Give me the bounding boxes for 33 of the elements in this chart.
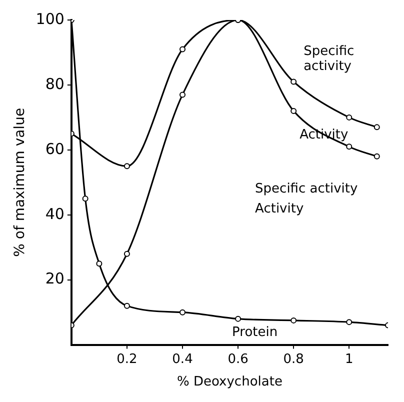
point — [374, 153, 380, 160]
point — [96, 260, 102, 267]
point — [290, 108, 297, 114]
x-tick-label: 0.2 — [116, 352, 138, 367]
point — [290, 317, 297, 324]
y-tick-label: 80 — [45, 74, 64, 93]
point — [180, 309, 186, 316]
point — [180, 92, 186, 98]
y-axis-title: % of maximum value — [12, 108, 28, 257]
x-tick-label: 0.8 — [283, 352, 304, 367]
x-tick-label: 0.4 — [172, 352, 193, 367]
x-tick-label: 1 — [344, 352, 354, 367]
point — [346, 144, 352, 150]
point — [346, 114, 352, 120]
y-tick-label: 40 — [45, 204, 64, 223]
annotation: Specific activity — [255, 181, 358, 196]
point — [290, 78, 297, 85]
point — [124, 163, 130, 170]
x-axis-title: % Deoxycholate — [176, 374, 282, 390]
point — [82, 196, 88, 202]
y-tick-label: 20 — [45, 270, 64, 288]
point — [346, 319, 352, 326]
point — [235, 316, 242, 322]
series-label: Specific activity — [304, 44, 354, 74]
point — [180, 46, 186, 52]
series-label: Protein — [232, 325, 278, 340]
y-tick-label: 100 — [36, 10, 64, 28]
point — [124, 250, 130, 257]
y-tick-label: 60 — [45, 140, 64, 158]
annotation: Activity — [255, 201, 304, 216]
x-tick-label: 0.6 — [228, 352, 248, 367]
point — [374, 124, 380, 130]
point — [124, 302, 130, 309]
